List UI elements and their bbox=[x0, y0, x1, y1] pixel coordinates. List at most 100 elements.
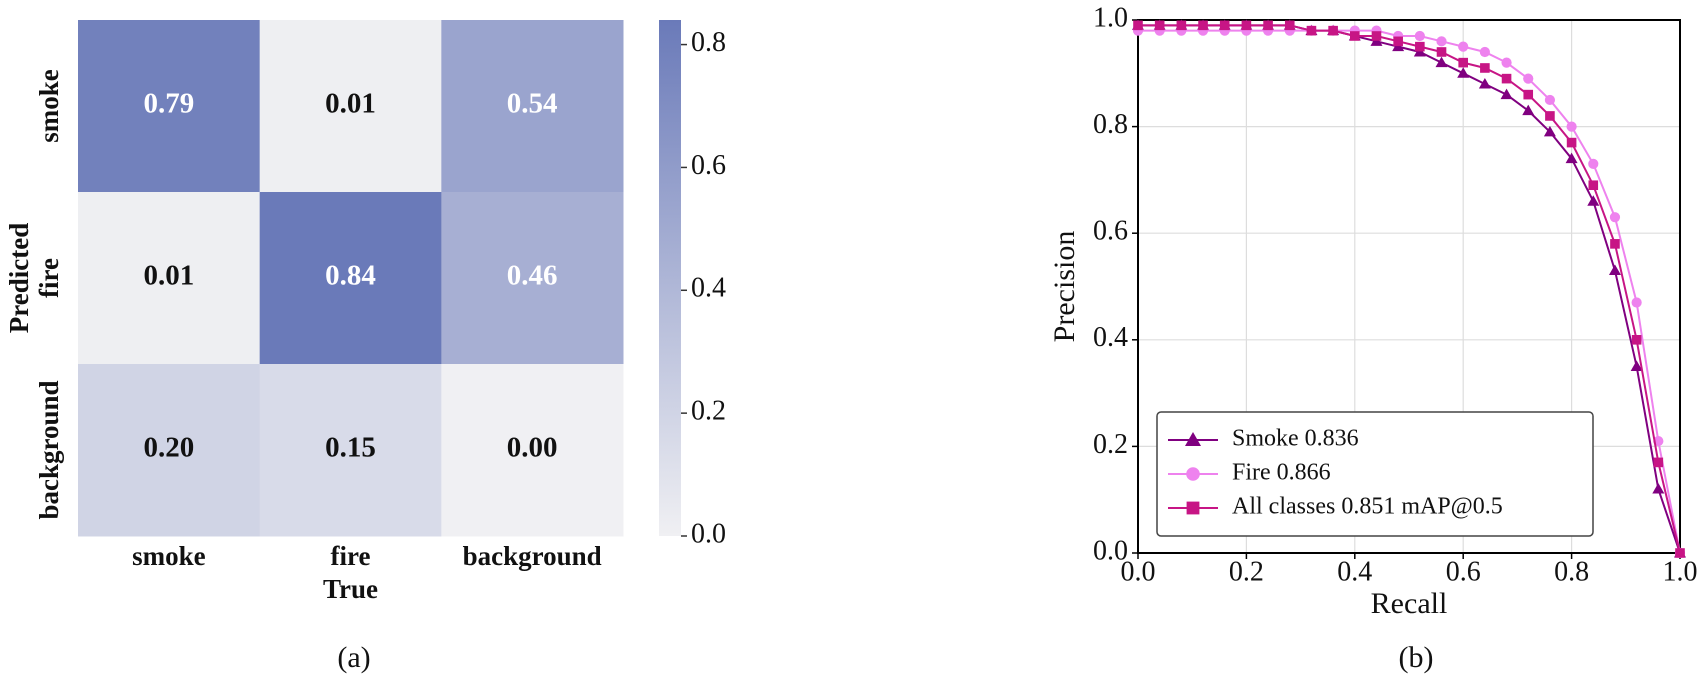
cell-label: 0.00 bbox=[507, 432, 558, 464]
data-point bbox=[1500, 88, 1513, 100]
x-axis-title: True bbox=[323, 574, 378, 604]
data-point bbox=[1263, 20, 1273, 31]
caption: (b) bbox=[1399, 641, 1434, 674]
legend-marker bbox=[1185, 432, 1201, 446]
data-point bbox=[1631, 297, 1642, 308]
data-point bbox=[1608, 264, 1621, 276]
cell-label: 0.01 bbox=[143, 260, 194, 292]
heatmap-cell bbox=[441, 364, 624, 537]
x-tick-label: 1.0 bbox=[1663, 556, 1698, 587]
colorbar-tick-label: 0.2 bbox=[691, 396, 726, 427]
y-axis-title: Predicted bbox=[4, 223, 34, 333]
x-tick-label: 0.4 bbox=[1337, 556, 1372, 587]
data-point bbox=[1435, 56, 1448, 68]
legend bbox=[1156, 411, 1594, 537]
data-point bbox=[1566, 137, 1577, 148]
x-tick-label: background bbox=[463, 541, 602, 571]
data-point bbox=[1653, 457, 1664, 468]
heatmap-cell bbox=[259, 20, 442, 193]
data-point bbox=[1458, 41, 1469, 52]
x-tick-label: 0.0 bbox=[1121, 556, 1156, 587]
data-point bbox=[1436, 47, 1447, 57]
heatmap-cell bbox=[78, 20, 261, 193]
heatmap-cell bbox=[441, 20, 624, 193]
data-point bbox=[1436, 36, 1447, 47]
heatmap-cell bbox=[259, 192, 442, 365]
plot-frame bbox=[1137, 19, 1681, 554]
heatmap-cell bbox=[259, 364, 442, 537]
colorbar-tick-label: 0.8 bbox=[691, 27, 726, 58]
y-tick-label: fire bbox=[34, 258, 64, 298]
data-point bbox=[1565, 152, 1578, 164]
data-point bbox=[1652, 483, 1665, 494]
colorbar bbox=[659, 20, 681, 536]
y-tick-label: 0.2 bbox=[1093, 429, 1128, 460]
data-point bbox=[1544, 94, 1556, 106]
y-tick-label: 0.4 bbox=[1093, 322, 1128, 353]
cell-label: 0.84 bbox=[325, 260, 376, 292]
cell-label: 0.46 bbox=[507, 260, 558, 292]
legend-label: Fire 0.866 bbox=[1232, 460, 1331, 486]
y-tick-label: smoke bbox=[34, 69, 64, 143]
y-axis-title: Precision bbox=[1048, 231, 1081, 343]
data-point bbox=[1588, 158, 1599, 170]
y-tick-label: 0.0 bbox=[1093, 535, 1128, 566]
x-tick-label: 0.2 bbox=[1229, 556, 1264, 587]
y-tick-label: 0.8 bbox=[1093, 109, 1128, 140]
data-point bbox=[1154, 20, 1165, 31]
data-point bbox=[1675, 548, 1685, 558]
data-point bbox=[1587, 195, 1600, 206]
colorbar-tick-label: 0.6 bbox=[691, 150, 726, 181]
data-point bbox=[1522, 104, 1535, 116]
data-point bbox=[1478, 77, 1491, 89]
y-tick-label: background bbox=[34, 380, 64, 519]
data-point bbox=[1479, 46, 1490, 58]
data-point bbox=[1543, 125, 1556, 137]
x-tick-label: smoke bbox=[132, 541, 206, 571]
x-tick-label: fire bbox=[331, 541, 371, 571]
data-point bbox=[1631, 335, 1642, 345]
data-point bbox=[1501, 57, 1512, 68]
data-point bbox=[1458, 57, 1468, 68]
cell-label: 0.15 bbox=[325, 432, 376, 464]
colorbar-tick-label: 0.4 bbox=[691, 273, 726, 304]
data-point bbox=[1523, 73, 1534, 84]
cell-label: 0.79 bbox=[143, 88, 194, 120]
y-tick-label: 1.0 bbox=[1093, 2, 1128, 33]
data-point bbox=[1198, 20, 1208, 31]
cell-label: 0.54 bbox=[507, 88, 558, 120]
data-point bbox=[1545, 111, 1555, 121]
y-tick-label: 0.6 bbox=[1093, 216, 1128, 247]
data-point bbox=[1501, 73, 1512, 84]
data-point bbox=[1219, 20, 1230, 31]
data-point bbox=[1610, 239, 1620, 249]
x-axis-title: Recall bbox=[1371, 587, 1448, 620]
heatmap-cell bbox=[78, 192, 261, 365]
data-point bbox=[1371, 31, 1382, 41]
legend-label: All classes 0.851 mAP@0.5 bbox=[1232, 494, 1503, 520]
data-point bbox=[1350, 31, 1360, 41]
legend-marker bbox=[1186, 501, 1200, 515]
data-point bbox=[1393, 36, 1403, 47]
data-point bbox=[1133, 20, 1143, 31]
heatmap-cell bbox=[78, 364, 261, 537]
x-tick-label: 0.6 bbox=[1446, 556, 1481, 587]
colorbar-tick-label: 0.0 bbox=[691, 518, 726, 549]
data-point bbox=[1415, 41, 1425, 52]
data-point bbox=[1457, 67, 1470, 78]
data-point bbox=[1414, 30, 1425, 42]
data-point bbox=[1566, 121, 1577, 132]
heatmap-cell bbox=[441, 192, 624, 365]
data-point bbox=[1609, 212, 1621, 223]
legend-label: Smoke 0.836 bbox=[1232, 426, 1359, 452]
caption: (a) bbox=[337, 641, 370, 674]
data-point bbox=[1176, 20, 1187, 31]
data-point bbox=[1328, 25, 1338, 36]
legend-marker bbox=[1186, 467, 1200, 481]
data-point bbox=[1306, 25, 1317, 36]
data-point bbox=[1630, 360, 1643, 371]
x-tick-label: 0.8 bbox=[1554, 556, 1589, 587]
data-point bbox=[1523, 89, 1534, 100]
data-point bbox=[1241, 20, 1252, 31]
